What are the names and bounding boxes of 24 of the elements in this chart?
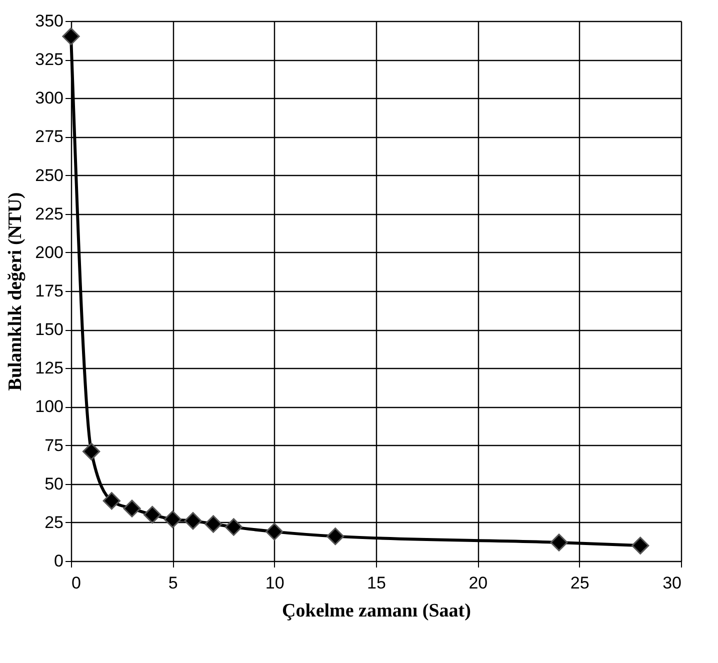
y-tick-label: 0 (54, 552, 64, 570)
y-tick-label: 175 (35, 282, 64, 300)
y-tick-label: 300 (35, 88, 64, 108)
y-tick-label: 225 (35, 204, 64, 224)
y-tick-label: 250 (35, 166, 64, 185)
y-tick-label: 25 (44, 512, 64, 532)
y-tick-label: 325 (35, 50, 64, 70)
y-axis-title: Bulanıklık değeri (NTU) (5, 192, 26, 391)
x-tick-label: 5 (168, 574, 178, 592)
y-tick-label: 200 (35, 242, 64, 262)
x-tick-label: 30 (662, 574, 682, 592)
y-tick-label: 150 (35, 320, 64, 340)
y-tick-label: 50 (44, 474, 64, 494)
x-tick-label: 15 (367, 574, 386, 592)
y-tick-label: 125 (35, 358, 64, 378)
x-tick-label: 0 (72, 574, 81, 592)
y-tick-label: 350 (35, 12, 64, 30)
x-tick-label: 25 (570, 574, 590, 592)
y-tick-label: 275 (35, 127, 64, 146)
x-tick-label: 10 (265, 574, 284, 592)
y-tick-label: 100 (35, 397, 64, 416)
x-axis-title: Çokelme zamanı (Saat) (282, 600, 471, 622)
y-tick-label: 75 (44, 436, 64, 455)
x-tick-label: 20 (468, 574, 488, 592)
